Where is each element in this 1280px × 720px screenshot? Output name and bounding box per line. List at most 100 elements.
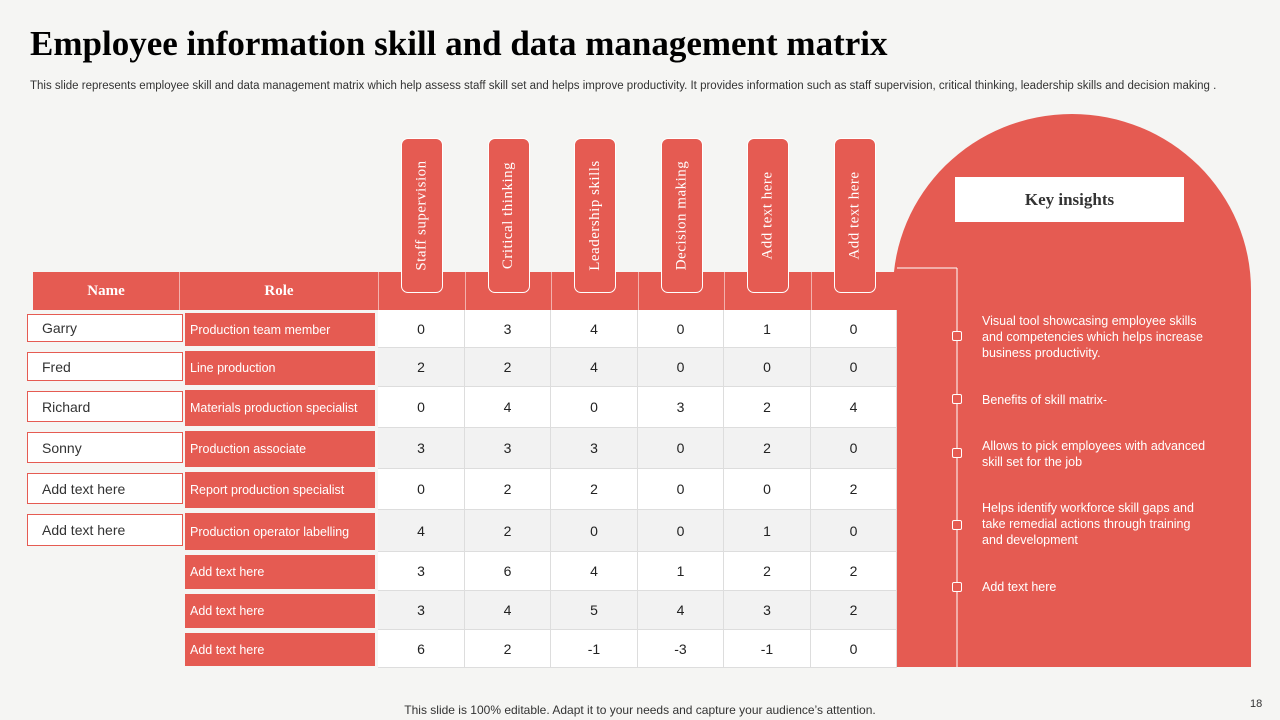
value-cell: 4: [378, 510, 465, 552]
skill-tab: Leadership skills: [574, 138, 616, 293]
value-cell: 0: [811, 310, 897, 348]
value-cell: 0: [378, 310, 465, 348]
timeline-dot: [952, 331, 962, 341]
name-cell: Fred: [27, 352, 183, 381]
value-cell: 4: [811, 387, 897, 428]
name-cell: Richard: [27, 391, 183, 422]
role-cell: Materials production specialist: [185, 390, 375, 426]
skill-label: Add text here: [846, 171, 863, 260]
insight-text: Visual tool showcasing employee skills a…: [982, 314, 1203, 360]
name-cell: Sonny: [27, 432, 183, 463]
value-cell: 3: [465, 428, 551, 469]
value-cell: 0: [551, 510, 638, 552]
value-cell: 2: [724, 428, 811, 469]
page-number: 18: [1250, 698, 1263, 710]
title: Employee information skill and data mana…: [30, 24, 888, 63]
role-cell: Add text here: [185, 555, 375, 589]
value-cell: 4: [551, 348, 638, 387]
value-cell: 2: [811, 469, 897, 510]
value-cell: 0: [638, 428, 724, 469]
name-cell: Add text here: [27, 514, 183, 546]
value-cell: 2: [465, 469, 551, 510]
subtitle: This slide represents employee skill and…: [30, 80, 1217, 92]
skill-tab: Add text here: [747, 138, 789, 293]
value-cell: 0: [638, 348, 724, 387]
name-cell: Garry: [27, 314, 183, 342]
value-cell: 0: [378, 387, 465, 428]
value-cell: 0: [638, 310, 724, 348]
insight-text: Add text here: [982, 580, 1057, 594]
value-cell: 2: [465, 348, 551, 387]
skill-label: Staff supervision: [413, 160, 430, 271]
value-cell: 3: [378, 552, 465, 591]
value-cell: -3: [638, 630, 724, 668]
value-cell: 0: [638, 469, 724, 510]
role-cell: Line production: [185, 351, 375, 385]
insights-title: Key insights: [955, 177, 1184, 222]
value-cell: 2: [724, 387, 811, 428]
value-cell: 0: [811, 630, 897, 668]
skill-label: Decision making: [673, 160, 690, 271]
value-cell: 1: [638, 552, 724, 591]
value-cell: 2: [811, 591, 897, 630]
value-cell: -1: [551, 630, 638, 668]
header-name: Name: [33, 272, 180, 310]
skill-label: Leadership skills: [586, 160, 603, 271]
value-cell: 0: [551, 387, 638, 428]
value-cell: 2: [551, 469, 638, 510]
value-cell: 3: [551, 428, 638, 469]
value-cell: 5: [551, 591, 638, 630]
header-role: Role: [180, 272, 378, 310]
name-cell: Add text here: [27, 473, 183, 504]
value-cell: 4: [551, 310, 638, 348]
skill-label: Add text here: [759, 171, 776, 260]
insights-panel: [893, 114, 1251, 667]
value-cell: 0: [811, 510, 897, 552]
timeline-dot: [952, 448, 962, 458]
skill-label: Critical thinking: [500, 161, 517, 270]
skill-tab: Decision making: [661, 138, 703, 293]
value-cell: 2: [465, 630, 551, 668]
role-cell: Add text here: [185, 633, 375, 666]
insight-text: Benefits of skill matrix-: [982, 393, 1108, 407]
value-cell: 3: [465, 310, 551, 348]
value-cell: 3: [724, 591, 811, 630]
value-cell: 0: [811, 348, 897, 387]
value-cell: 3: [638, 387, 724, 428]
value-cell: 2: [724, 552, 811, 591]
insight-text: Allows to pick employees with advanced s…: [982, 439, 1206, 469]
value-cell: 2: [811, 552, 897, 591]
role-cell: Production associate: [185, 431, 375, 467]
timeline-dot: [952, 520, 962, 530]
value-cell: 4: [551, 552, 638, 591]
value-cell: 6: [378, 630, 465, 668]
value-cell: 4: [465, 591, 551, 630]
value-cell: 6: [465, 552, 551, 591]
footer-note: This slide is 100% editable. Adapt it to…: [404, 703, 876, 717]
value-cell: 2: [378, 348, 465, 387]
role-cell: Add text here: [185, 594, 375, 628]
value-cell: 0: [811, 428, 897, 469]
value-cell: 0: [638, 510, 724, 552]
timeline-dot: [952, 394, 962, 404]
value-cell: 0: [724, 469, 811, 510]
skill-tab: Staff supervision: [401, 138, 443, 293]
value-cell: 3: [378, 428, 465, 469]
insight-text: Helps identify workforce skill gaps and …: [982, 501, 1194, 547]
skill-tab: Add text here: [834, 138, 876, 293]
value-cell: 1: [724, 310, 811, 348]
role-cell: Production team member: [185, 313, 375, 346]
skill-tab: Critical thinking: [488, 138, 530, 293]
value-cell: 2: [465, 510, 551, 552]
value-cell: 1: [724, 510, 811, 552]
value-cell: -1: [724, 630, 811, 668]
role-cell: Production operator labelling: [185, 513, 375, 550]
value-cell: 0: [724, 348, 811, 387]
timeline-dot: [952, 582, 962, 592]
value-cell: 4: [465, 387, 551, 428]
value-cell: 3: [378, 591, 465, 630]
value-cell: 0: [378, 469, 465, 510]
value-cell: 4: [638, 591, 724, 630]
role-cell: Report production specialist: [185, 472, 375, 508]
